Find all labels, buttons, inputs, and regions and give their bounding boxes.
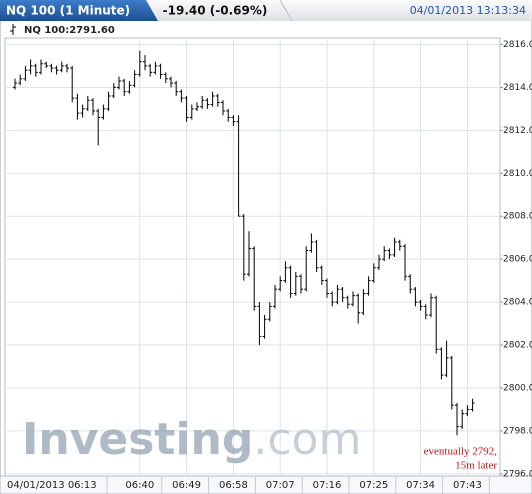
y-tick-label: 2802.00 bbox=[503, 341, 532, 351]
title-tab bbox=[0, 0, 158, 21]
y-tick-label: 2812.00 bbox=[503, 126, 532, 136]
y-tick-label: 2814.00 bbox=[503, 83, 532, 93]
x-tick-label: 07:25 bbox=[359, 480, 388, 491]
timestamp: 04/01/2013 13:13:34 bbox=[410, 4, 526, 17]
x-tick-label: 06:58 bbox=[219, 480, 248, 491]
ohlc-icon bbox=[10, 24, 16, 35]
annotation: eventually 2792, bbox=[424, 446, 498, 458]
watermark-main: Investing bbox=[22, 414, 253, 465]
x-tick-label: 04/01/2013 06:13 bbox=[7, 480, 97, 491]
watermark: Investing.com bbox=[22, 414, 361, 465]
chart-title: NQ 100 (1 Minute) bbox=[6, 4, 130, 18]
y-tick-label: 2806.00 bbox=[503, 255, 532, 265]
x-tick-label: 06:49 bbox=[172, 480, 201, 491]
y-tick-label: 2800.00 bbox=[503, 383, 532, 393]
symbol-label: NQ 100:2791.60 bbox=[24, 25, 115, 36]
x-tick-label: 07:07 bbox=[266, 480, 295, 491]
x-tick-label: 07:16 bbox=[313, 480, 342, 491]
y-tick-label: 2804.00 bbox=[503, 298, 532, 308]
y-tick-label: 2808.00 bbox=[503, 212, 532, 222]
price-change: -19.40 (-0.69%) bbox=[163, 4, 268, 18]
header-divider bbox=[279, 0, 293, 22]
y-tick-label: 2798.00 bbox=[503, 426, 532, 436]
annotation: 15m later bbox=[455, 460, 497, 472]
x-tick-label: 07:43 bbox=[453, 480, 482, 491]
x-axis-strip bbox=[0, 475, 532, 494]
y-tick-label: 2816.00 bbox=[503, 40, 532, 50]
y-tick-label: 2796.00 bbox=[503, 469, 532, 479]
watermark-suffix: .com bbox=[253, 414, 361, 465]
x-tick-label: 07:34 bbox=[406, 480, 435, 491]
x-tick-label: 06:40 bbox=[125, 480, 154, 491]
y-tick-label: 2810.00 bbox=[503, 169, 532, 179]
